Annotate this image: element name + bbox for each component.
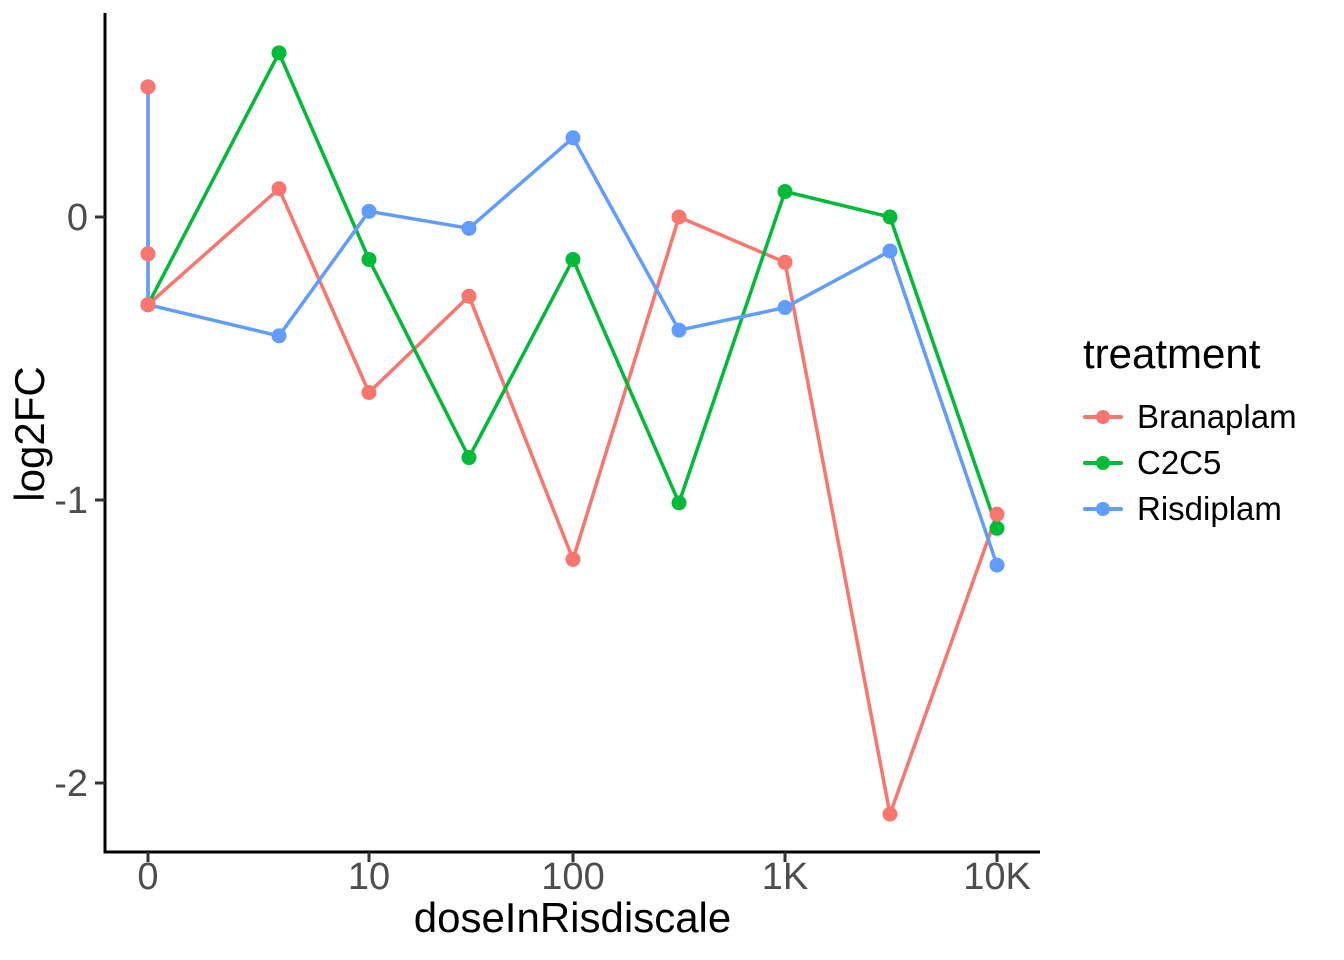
data-point-branaplam bbox=[140, 79, 156, 95]
data-point-risdiplam bbox=[461, 220, 477, 236]
data-point-c2c5 bbox=[271, 45, 287, 61]
legend-key-icon bbox=[1083, 455, 1123, 471]
legend-entry-risdiplam: Risdiplam bbox=[1083, 486, 1297, 532]
data-point-branaplam bbox=[271, 181, 287, 197]
data-point-branaplam bbox=[777, 254, 793, 270]
x-tick-label: 0 bbox=[137, 856, 158, 898]
data-point-risdiplam bbox=[361, 203, 377, 219]
legend-entry-c2c5: C2C5 bbox=[1083, 440, 1297, 486]
y-tick-label: -1 bbox=[54, 480, 88, 522]
x-tick-label: 100 bbox=[541, 856, 604, 898]
data-point-risdiplam bbox=[671, 322, 687, 338]
data-point-c2c5 bbox=[777, 184, 793, 200]
legend-entry-branaplam: Branaplam bbox=[1083, 394, 1297, 440]
data-point-branaplam bbox=[140, 297, 156, 313]
y-axis-title: log2FC bbox=[6, 366, 53, 502]
series-line-c2c5 bbox=[146, 51, 999, 529]
x-tick-label: 1K bbox=[762, 856, 808, 898]
data-point-risdiplam bbox=[271, 328, 287, 344]
legend-key-icon bbox=[1083, 409, 1123, 425]
x-tick-label: 10 bbox=[348, 856, 390, 898]
data-point-branaplam bbox=[989, 506, 1005, 522]
data-point-c2c5 bbox=[361, 251, 377, 267]
data-point-branaplam bbox=[361, 384, 377, 400]
data-point-c2c5 bbox=[989, 520, 1005, 536]
data-point-c2c5 bbox=[565, 251, 581, 267]
data-point-risdiplam bbox=[777, 300, 793, 316]
legend-label: Branaplam bbox=[1137, 398, 1297, 436]
data-point-branaplam bbox=[140, 246, 156, 262]
x-tick-label: 10K bbox=[963, 856, 1031, 898]
data-point-risdiplam bbox=[989, 557, 1005, 573]
legend: treatment Branaplam C2C5 Risdiplam bbox=[1083, 330, 1297, 532]
data-point-branaplam bbox=[671, 209, 687, 225]
legend-title: treatment bbox=[1083, 330, 1261, 377]
legend-label: C2C5 bbox=[1137, 444, 1222, 482]
series-line-branaplam bbox=[146, 86, 999, 816]
data-point-branaplam bbox=[565, 551, 581, 567]
series-line-risdiplam bbox=[146, 86, 999, 566]
data-point-c2c5 bbox=[882, 209, 898, 225]
data-point-c2c5 bbox=[461, 450, 477, 466]
legend-key-icon bbox=[1083, 501, 1123, 517]
y-tick-label: 0 bbox=[67, 197, 88, 239]
x-axis-title: doseInRisdiscale bbox=[413, 894, 732, 941]
legend-label: Risdiplam bbox=[1137, 490, 1282, 528]
data-point-risdiplam bbox=[565, 130, 581, 146]
y-tick-label: -2 bbox=[54, 763, 88, 805]
data-point-branaplam bbox=[461, 288, 477, 304]
data-point-risdiplam bbox=[882, 243, 898, 259]
data-point-c2c5 bbox=[671, 495, 687, 511]
data-point-branaplam bbox=[882, 806, 898, 822]
